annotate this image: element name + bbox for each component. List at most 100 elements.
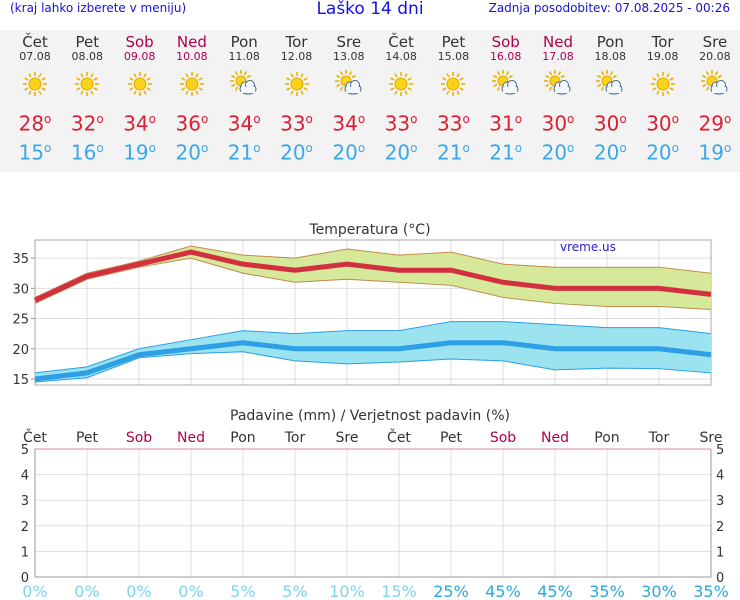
sun-ray xyxy=(24,77,29,81)
weather-icon xyxy=(166,64,218,104)
x-tick-label: Čet xyxy=(23,428,47,446)
sun-ray xyxy=(390,87,395,91)
sun-icon xyxy=(389,72,414,96)
precipitation-probability-label: 5% xyxy=(230,582,255,600)
sun-ray xyxy=(505,71,509,76)
sun-ray xyxy=(701,83,707,88)
sun-ray xyxy=(456,90,461,95)
cloud-shape xyxy=(344,80,362,95)
degree-icon: o xyxy=(514,141,523,155)
sun-ray xyxy=(560,74,565,79)
sun-ray xyxy=(289,90,294,95)
y-tick-label: 25 xyxy=(12,313,29,328)
min-temperature: 19o xyxy=(689,134,740,165)
min-temperature: 20o xyxy=(271,134,323,165)
y-tick-label: 35 xyxy=(12,252,29,267)
weather-icon xyxy=(114,64,166,104)
sun-ray xyxy=(442,77,447,81)
max-temperature-value: 32 xyxy=(70,111,97,136)
sun-ray xyxy=(80,90,84,95)
sun-ray xyxy=(459,87,465,91)
sun-ray xyxy=(80,73,84,78)
degree-icon: o xyxy=(44,141,52,155)
sun-ray xyxy=(198,87,203,91)
sun-ray xyxy=(234,71,239,76)
day-date: 08.08 xyxy=(71,50,104,63)
precipitation-probability-label: 25% xyxy=(433,582,469,600)
sun-ray xyxy=(597,74,602,79)
max-temperature-value: 31 xyxy=(489,111,515,136)
sun-disc xyxy=(28,77,42,91)
precipitation-probability-label: 10% xyxy=(329,582,365,600)
day-column: Čet 14.08 33o 20o xyxy=(375,30,427,165)
min-temperature: 20o xyxy=(375,134,427,165)
x-tick-label: Tor xyxy=(648,430,670,446)
sun-ray xyxy=(446,90,451,95)
max-temperature-value: 34 xyxy=(332,111,358,136)
degree-icon: o xyxy=(305,112,313,126)
sun-ray xyxy=(181,77,186,81)
sun-ray xyxy=(195,90,199,95)
sun-icon xyxy=(127,72,152,96)
precipitation-probability-label: 45% xyxy=(485,582,521,600)
daily-forecast-strip: Čet 07.08 28o 15o Pet 08.08 32o 16o Sob 09.08 34o 1… xyxy=(0,30,740,172)
y-tick-label-left: 5 xyxy=(21,443,29,458)
min-temperature: 16o xyxy=(61,134,113,165)
degree-icon: o xyxy=(148,112,156,126)
day-name: Sre xyxy=(336,33,362,51)
sun-ray xyxy=(38,73,42,78)
precipitation-probability-label: 0% xyxy=(74,582,99,600)
day-column: Čet 07.08 28o 15o xyxy=(9,30,61,165)
sun-ray xyxy=(76,77,81,81)
x-tick-label: Ned xyxy=(177,430,205,446)
day-column: Pet 08.08 32o 16o xyxy=(61,30,113,165)
sun-ray xyxy=(601,86,605,91)
sun-ray xyxy=(90,90,94,95)
sun-ray xyxy=(198,77,203,81)
day-date: 09.08 xyxy=(123,50,156,63)
max-temperature: 33o xyxy=(375,104,427,136)
sun-disc xyxy=(133,77,147,91)
sun-ray xyxy=(299,73,304,78)
day-date: 14.08 xyxy=(385,50,417,63)
weather-icon xyxy=(323,64,375,104)
sun-ray xyxy=(132,73,137,78)
sun-ray xyxy=(76,87,81,91)
weather-icon xyxy=(9,64,61,104)
x-tick-label: Pet xyxy=(76,430,99,446)
max-temperature-value: 33 xyxy=(436,111,463,136)
sun-ray xyxy=(303,87,308,91)
sun-ray xyxy=(351,74,356,79)
sun-ray xyxy=(404,73,408,78)
degree-icon: o xyxy=(567,112,575,126)
min-temperature: 20o xyxy=(166,134,218,165)
partly-cloudy-icon xyxy=(596,70,623,95)
day-date: 07.08 xyxy=(19,50,51,63)
x-tick-label: Tor xyxy=(284,430,306,446)
sun-ray xyxy=(705,86,710,91)
weather-icon xyxy=(689,64,740,104)
precipitation-probability-label: 30% xyxy=(641,582,677,600)
y-tick-label-right: 4 xyxy=(716,469,724,484)
degree-icon: o xyxy=(723,112,732,126)
sun-ray xyxy=(285,87,290,91)
sun-ray xyxy=(339,86,343,91)
day-column: Tor 12.08 33o 20o xyxy=(271,30,323,165)
x-tick-label: Sob xyxy=(490,430,516,446)
header: (kraj lahko izberete v meniju) Laško 14 … xyxy=(0,0,740,22)
temperature-chart: Temperatura (°C) 15 20 25 30 35 vreme.us xyxy=(12,222,712,388)
min-temperature-value: 20 xyxy=(593,140,620,165)
weather-icon xyxy=(271,64,323,104)
sun-ray xyxy=(548,86,553,91)
sun-ray xyxy=(348,71,352,76)
location-menu-hint[interactable]: (kraj lahko izberete v meniju) xyxy=(10,1,187,15)
sun-icon xyxy=(23,72,47,96)
sun-shape xyxy=(284,72,309,96)
x-tick-label: Čet xyxy=(387,428,411,446)
max-temperature: 34o xyxy=(218,104,270,136)
min-temperature-band xyxy=(35,321,711,382)
degree-icon: o xyxy=(723,141,732,155)
day-column: Sob 16.08 31o 21o xyxy=(480,30,532,165)
sun-shape xyxy=(179,72,204,96)
max-temperature: 34o xyxy=(114,104,166,136)
